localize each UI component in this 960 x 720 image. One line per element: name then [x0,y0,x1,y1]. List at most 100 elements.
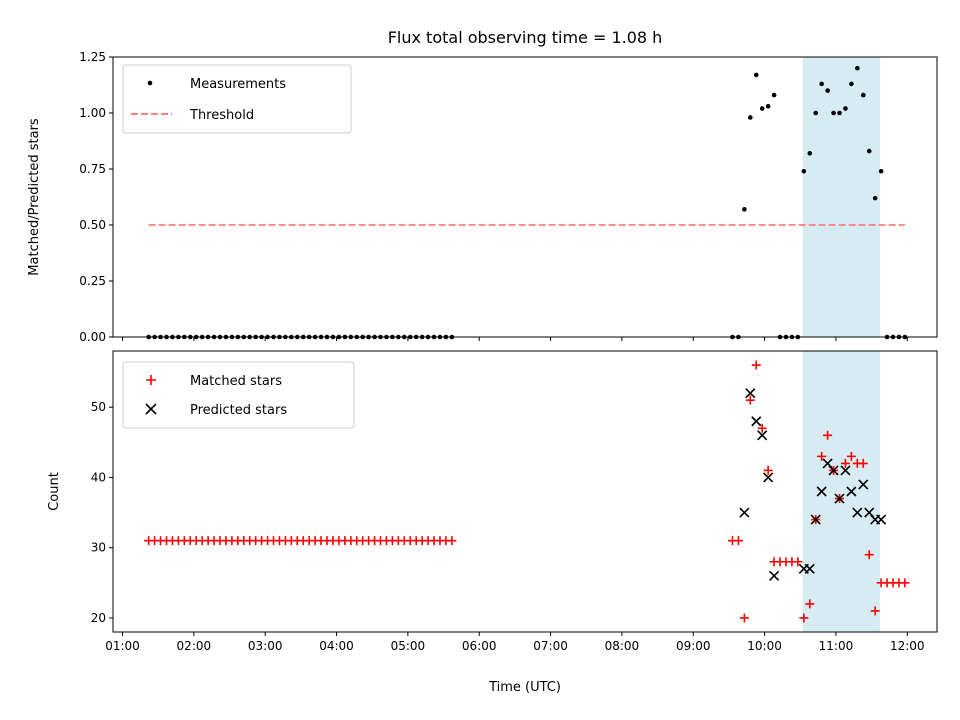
y-tick-label: 20 [91,611,106,625]
measurements-point [801,168,807,174]
bottom-legend-box [122,361,355,429]
y-tick-label: 30 [91,541,106,555]
measurements-point [866,148,872,154]
top-y-axis-ticks: 0.00 0.25 0.50 0.75 1.00 1.25 [79,50,113,344]
top-x-axis-ticks [122,337,908,341]
predicted-stars-point [810,514,821,525]
matched-stars-point [447,536,457,546]
y-tick-label: 0.75 [79,162,106,176]
measurements-point [860,92,866,98]
x-axis-label: Time (UTC) [488,680,561,695]
top-legend-box [122,64,352,134]
x-tick-label: 12:00 [890,639,925,653]
legend-label-predicted-stars: Predicted stars [190,403,287,418]
legend-label-measurements: Measurements [190,77,286,92]
legend-x-glyph [145,403,157,415]
matched-stars-point [823,430,833,440]
matched-stars-point [858,458,868,468]
legend-plus-glyph [146,375,156,385]
top-panel: 0.00 0.25 0.50 0.75 1.00 1.25 Flux total obse… [27,28,938,344]
x-tick-label: 03:00 [248,639,283,653]
matched-stars-point [846,451,856,461]
measurements-point [807,151,813,156]
measurements-point [748,115,753,120]
legend-label-matched-stars: Matched stars [190,374,282,389]
matched-stars-point [751,360,761,370]
matched-stars-point [757,423,767,433]
predicted-stars-point [763,472,774,483]
predicted-stars-point [846,486,857,497]
bottom-panel-marks [144,360,910,623]
bottom-y-axis-label: Count [47,472,62,511]
matched-stars-point [864,550,874,560]
y-tick-label: 1.25 [79,50,106,64]
matched-stars-point [745,395,755,405]
top-panel-frame [112,56,938,338]
predicted-stars-point [858,479,869,490]
measurements-point [753,72,759,78]
matched-stars-point [870,606,880,616]
measurements-point [819,81,824,87]
matched-stars-point [817,451,827,461]
y-tick-label: 0.00 [79,330,106,344]
y-tick-label: 40 [91,470,106,484]
chart-title: Flux total observing time = 1.08 h [388,28,663,47]
predicted-stars-point [840,465,851,476]
predicted-stars-point [804,563,815,574]
bottom-panel-frame [112,350,938,633]
measurements-point [843,106,848,111]
x-tick-label: 07:00 [533,639,568,653]
measurements-point [878,168,884,174]
x-tick-label: 09:00 [676,639,711,653]
measurements-point [765,103,771,109]
matched-stars-point [840,458,850,468]
y-tick-label: 0.25 [79,274,106,288]
measurements-point [831,110,836,116]
y-tick-label: 0.50 [79,218,106,232]
y-tick-label: 50 [91,400,106,414]
bottom-observing-span [802,351,880,632]
top-legend: Measurements Threshold [122,64,352,134]
top-y-axis-label: Matched/Predicted stars [27,118,42,276]
matched-stars-point [900,578,910,588]
predicted-stars-point [828,465,839,476]
predicted-stars-point [876,514,887,525]
bottom-x-axis-ticks: 01:00 02:00 03:00 04:00 05:00 06:00 07:00 08:00… [105,632,925,653]
predicted-stars-point [751,416,762,427]
legend-label-threshold: Threshold [189,108,254,123]
matched-stars-point [793,557,803,567]
predicted-stars-point [739,507,750,518]
bottom-y-axis-ticks: 20 30 40 50 [91,400,113,625]
predicted-stars-point [769,570,780,581]
x-tick-label: 01:00 [105,639,140,653]
matched-stars-point [763,465,773,475]
x-tick-label: 05:00 [391,639,426,653]
top-observing-span [802,57,880,337]
measurements-point [837,110,842,116]
measurements-point [771,92,777,98]
x-tick-label: 06:00 [462,639,497,653]
x-tick-label: 02:00 [177,639,212,653]
predicted-stars-point [852,507,863,518]
legend-marker-matched-stars [146,375,156,385]
measurements-point [742,207,747,212]
bottom-panel: 20 30 40 50 01:00 02:00 03:00 04:00 05:00 06:00 0… [47,350,938,695]
x-tick-label: 10:00 [747,639,782,653]
measurements-point [855,65,860,71]
measurements-point [825,88,830,93]
matched-stars-point [805,599,815,609]
y-tick-label: 1.00 [79,106,106,120]
legend-marker-predicted-stars [145,403,157,415]
x-tick-label: 04:00 [319,639,354,653]
predicted-stars-point [816,486,827,497]
measurements-point [872,195,878,201]
predicted-stars-point [745,388,756,399]
predicted-stars-point [757,430,768,441]
measurements-point [759,106,765,111]
measurements-point [813,110,819,116]
matched-stars-point [733,536,743,546]
matched-stars-point [799,613,809,623]
predicted-stars-point [834,493,845,504]
bottom-legend: Matched stars Predicted stars [122,361,355,429]
